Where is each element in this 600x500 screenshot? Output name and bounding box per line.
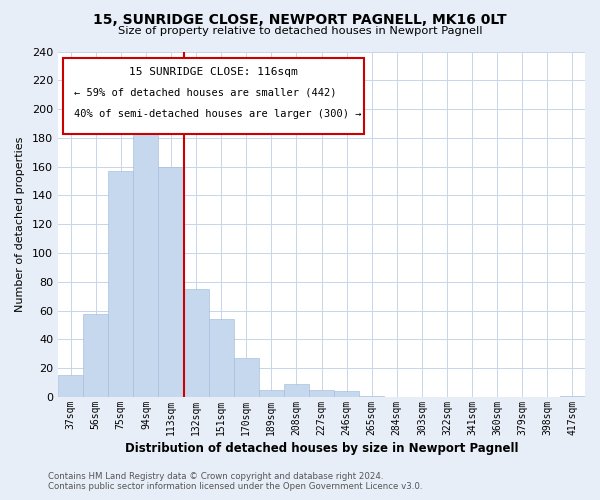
Text: 15, SUNRIDGE CLOSE, NEWPORT PAGNELL, MK16 0LT: 15, SUNRIDGE CLOSE, NEWPORT PAGNELL, MK1… [93,12,507,26]
Bar [158,166,184,397]
Bar [58,376,83,397]
Bar [334,392,359,397]
Text: Size of property relative to detached houses in Newport Pagnell: Size of property relative to detached ho… [118,26,482,36]
Bar [284,384,309,397]
Text: ← 59% of detached houses are smaller (442): ← 59% of detached houses are smaller (44… [74,88,337,98]
Bar [560,396,585,397]
X-axis label: Distribution of detached houses by size in Newport Pagnell: Distribution of detached houses by size … [125,442,518,455]
FancyBboxPatch shape [64,58,364,134]
Bar [234,358,259,397]
Bar [209,320,234,397]
Text: 15 SUNRIDGE CLOSE: 116sqm: 15 SUNRIDGE CLOSE: 116sqm [129,67,298,77]
Bar [259,390,284,397]
Text: Contains public sector information licensed under the Open Government Licence v3: Contains public sector information licen… [48,482,422,491]
Bar [83,314,108,397]
Text: Contains HM Land Registry data © Crown copyright and database right 2024.: Contains HM Land Registry data © Crown c… [48,472,383,481]
Bar [184,289,209,397]
Y-axis label: Number of detached properties: Number of detached properties [15,136,25,312]
Bar [133,130,158,397]
Bar [359,396,384,397]
Bar [309,390,334,397]
Text: 40% of semi-detached houses are larger (300) →: 40% of semi-detached houses are larger (… [74,108,361,118]
Bar [108,171,133,397]
